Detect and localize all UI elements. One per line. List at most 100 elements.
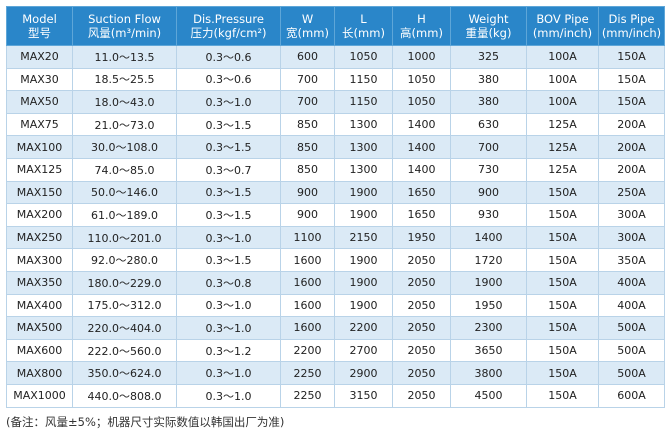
cell-model: MAX1000	[6, 383, 73, 408]
table-row: MAX400 175.0～312.0 0.3～1.0 1600 1900 2050 1950…	[6, 293, 665, 318]
cell-model: MAX250	[6, 225, 73, 250]
cell-height: 1650	[392, 203, 451, 227]
header-weight: Weight 重量(kg)	[450, 6, 527, 46]
cell-length: 2700	[334, 338, 393, 363]
cell-height: 2050	[392, 383, 451, 408]
table-row: MAX200 61.0～189.0 0.3～1.5 900 1900 1650 930 150…	[6, 203, 665, 227]
cell-bov-pipe: 100A	[526, 45, 599, 69]
cell-weight: 700	[450, 135, 527, 159]
cell-height: 2050	[392, 270, 451, 295]
cell-dis-pipe: 300A	[598, 203, 665, 227]
table-row: MAX20 11.0～13.5 0.3～0.6 600 1050 1000 325 100A 1…	[6, 45, 665, 69]
cell-model: MAX75	[6, 112, 73, 137]
table-row: MAX350 180.0～229.0 0.3～0.8 1600 1900 2050 1900…	[6, 270, 665, 295]
cell-model: MAX50	[6, 90, 73, 114]
cell-bov-pipe: 125A	[526, 112, 599, 137]
cell-suction-flow: 18.0～43.0	[72, 90, 177, 114]
cell-bov-pipe: 150A	[526, 270, 599, 295]
cell-height: 1650	[392, 180, 451, 205]
cell-suction-flow: 180.0～229.0	[72, 270, 177, 295]
cell-width: 1600	[280, 293, 335, 318]
table-row: MAX50 18.0～43.0 0.3～1.0 700 1150 1050 380 100A 1…	[6, 90, 665, 114]
cell-model: MAX500	[6, 316, 73, 340]
cell-model: MAX400	[6, 293, 73, 318]
cell-dis-pressure: 0.3～0.7	[176, 157, 281, 182]
cell-suction-flow: 50.0～146.0	[72, 180, 177, 205]
cell-suction-flow: 74.0～85.0	[72, 157, 177, 182]
cell-dis-pressure: 0.3～1.0	[176, 383, 281, 408]
table-row: MAX500 220.0～404.0 0.3～1.0 1600 2200 2050 2300…	[6, 316, 665, 340]
cell-width: 850	[280, 157, 335, 182]
cell-length: 1900	[334, 180, 393, 205]
cell-weight: 1950	[450, 293, 527, 318]
cell-length: 1900	[334, 248, 393, 272]
cell-dis-pressure: 0.3～1.0	[176, 316, 281, 340]
cell-dis-pipe: 150A	[598, 67, 665, 92]
cell-dis-pipe: 500A	[598, 316, 665, 340]
cell-length: 1300	[334, 112, 393, 137]
cell-dis-pressure: 0.3～1.5	[176, 135, 281, 159]
cell-suction-flow: 110.0～201.0	[72, 225, 177, 250]
cell-weight: 3650	[450, 338, 527, 363]
cell-model: MAX20	[6, 45, 73, 69]
cell-dis-pressure: 0.3～1.5	[176, 203, 281, 227]
header-suction-flow: Suction Flow 风量(m³/min)	[72, 6, 177, 46]
cell-model: MAX200	[6, 203, 73, 227]
cell-model: MAX125	[6, 157, 73, 182]
cell-length: 2900	[334, 361, 393, 385]
cell-dis-pipe: 200A	[598, 112, 665, 137]
cell-width: 1600	[280, 316, 335, 340]
cell-width: 900	[280, 203, 335, 227]
cell-dis-pipe: 500A	[598, 338, 665, 363]
cell-bov-pipe: 150A	[526, 180, 599, 205]
cell-dis-pipe: 300A	[598, 225, 665, 250]
cell-weight: 630	[450, 112, 527, 137]
cell-weight: 380	[450, 67, 527, 92]
cell-height: 1400	[392, 112, 451, 137]
cell-width: 2250	[280, 361, 335, 385]
spec-table: Model 型号 Suction Flow 风量(m³/min) Dis.Press…	[6, 6, 665, 408]
table-row: MAX150 50.0～146.0 0.3～1.5 900 1900 1650 900 150…	[6, 180, 665, 205]
cell-dis-pipe: 150A	[598, 90, 665, 114]
cell-weight: 1720	[450, 248, 527, 272]
cell-length: 1150	[334, 90, 393, 114]
cell-length: 1050	[334, 45, 393, 69]
cell-bov-pipe: 150A	[526, 248, 599, 272]
cell-model: MAX300	[6, 248, 73, 272]
cell-length: 1900	[334, 293, 393, 318]
cell-width: 700	[280, 90, 335, 114]
cell-height: 1050	[392, 67, 451, 92]
cell-dis-pressure: 0.3～1.0	[176, 293, 281, 318]
cell-weight: 325	[450, 45, 527, 69]
table-row: MAX75 21.0～73.0 0.3～1.5 850 1300 1400 630 125A 2…	[6, 112, 665, 137]
cell-length: 1150	[334, 67, 393, 92]
cell-weight: 900	[450, 180, 527, 205]
table-row: MAX600 222.0～560.0 0.3～1.2 2200 2700 2050 3650…	[6, 338, 665, 363]
cell-dis-pipe: 200A	[598, 135, 665, 159]
cell-dis-pressure: 0.3～0.6	[176, 45, 281, 69]
cell-bov-pipe: 125A	[526, 157, 599, 182]
cell-suction-flow: 30.0～108.0	[72, 135, 177, 159]
cell-bov-pipe: 100A	[526, 90, 599, 114]
cell-width: 900	[280, 180, 335, 205]
table-row: MAX300 92.0～280.0 0.3～1.5 1600 1900 2050 1720 1…	[6, 248, 665, 272]
table-row: MAX1000 440.0～808.0 0.3～1.0 2250 3150 2050 450…	[6, 383, 665, 408]
cell-dis-pressure: 0.3～1.5	[176, 112, 281, 137]
cell-suction-flow: 18.5～25.5	[72, 67, 177, 92]
cell-height: 1400	[392, 135, 451, 159]
cell-length: 1300	[334, 135, 393, 159]
cell-width: 1100	[280, 225, 335, 250]
cell-width: 850	[280, 112, 335, 137]
cell-weight: 2300	[450, 316, 527, 340]
cell-weight: 4500	[450, 383, 527, 408]
cell-dis-pressure: 0.3～1.0	[176, 225, 281, 250]
cell-dis-pressure: 0.3～0.8	[176, 270, 281, 295]
footnote: (备注：风量±5%；机器尺寸实际数值以韩国出厂为准)	[6, 415, 285, 429]
cell-dis-pipe: 350A	[598, 248, 665, 272]
cell-length: 2200	[334, 316, 393, 340]
cell-suction-flow: 440.0～808.0	[72, 383, 177, 408]
cell-weight: 730	[450, 157, 527, 182]
cell-length: 2150	[334, 225, 393, 250]
cell-height: 2050	[392, 338, 451, 363]
